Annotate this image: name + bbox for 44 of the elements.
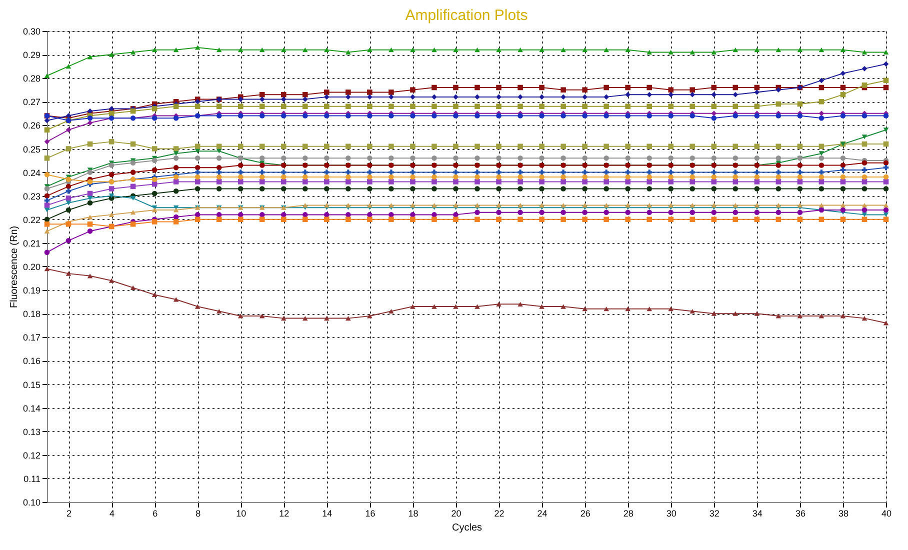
y-tick-label: 0.18 [22, 309, 40, 320]
x-tick-label: 30 [666, 508, 676, 518]
y-tick-label: 0.30 [22, 26, 40, 36]
x-tick-label: 32 [709, 508, 720, 518]
y-tick-label: 0.23 [22, 191, 40, 202]
x-tick-label: 14 [322, 508, 332, 518]
y-tick-label: 0.20 [22, 262, 40, 272]
x-tick-label: 2 [66, 508, 72, 518]
x-tick-label: 20 [451, 508, 462, 518]
y-tick-label: 0.15 [22, 380, 40, 390]
y-tick-label: 0.22 [22, 214, 40, 225]
y-tick-label: 0.24 [22, 168, 40, 178]
y-tick-label: 0.13 [22, 426, 40, 437]
y-tick-label: 0.29 [22, 50, 40, 60]
x-tick-label: 12 [279, 508, 290, 518]
x-tick-label: 16 [365, 508, 376, 518]
y-tick-label: 0.27 [22, 97, 40, 108]
y-tick-label: 0.10 [22, 498, 40, 508]
x-axis-title: Cycles [452, 522, 482, 534]
chart-title: Amplification Plots [405, 7, 528, 24]
y-tick-label: 0.14 [22, 403, 40, 414]
y-tick-label: 0.16 [22, 356, 40, 366]
x-tick-label: 38 [838, 508, 848, 518]
x-tick-label: 18 [408, 508, 418, 518]
y-tick-label: 0.21 [22, 238, 40, 248]
x-tick-label: 8 [196, 508, 201, 518]
y-tick-label: 0.17 [22, 332, 40, 343]
y-tick-label: 0.28 [22, 74, 40, 84]
x-tick-label: 6 [152, 508, 158, 518]
y-axis-title: Fluorescence (Rn) [8, 226, 20, 308]
x-tick-label: 4 [110, 508, 115, 518]
y-tick-label: 0.19 [22, 286, 40, 296]
x-tick-label: 22 [494, 508, 504, 518]
x-tick-label: 10 [236, 508, 246, 518]
y-tick-label: 0.12 [22, 450, 40, 460]
x-tick-label: 24 [537, 508, 548, 518]
y-tick-label: 0.25 [22, 144, 40, 154]
x-tick-label: 36 [795, 508, 806, 518]
x-tick-label: 28 [623, 508, 634, 518]
x-tick-label: 26 [580, 508, 590, 518]
x-tick-label: 34 [752, 508, 762, 518]
y-tick-label: 0.11 [24, 474, 40, 484]
x-tick-label: 40 [881, 508, 892, 518]
y-tick-label: 0.26 [22, 120, 40, 131]
